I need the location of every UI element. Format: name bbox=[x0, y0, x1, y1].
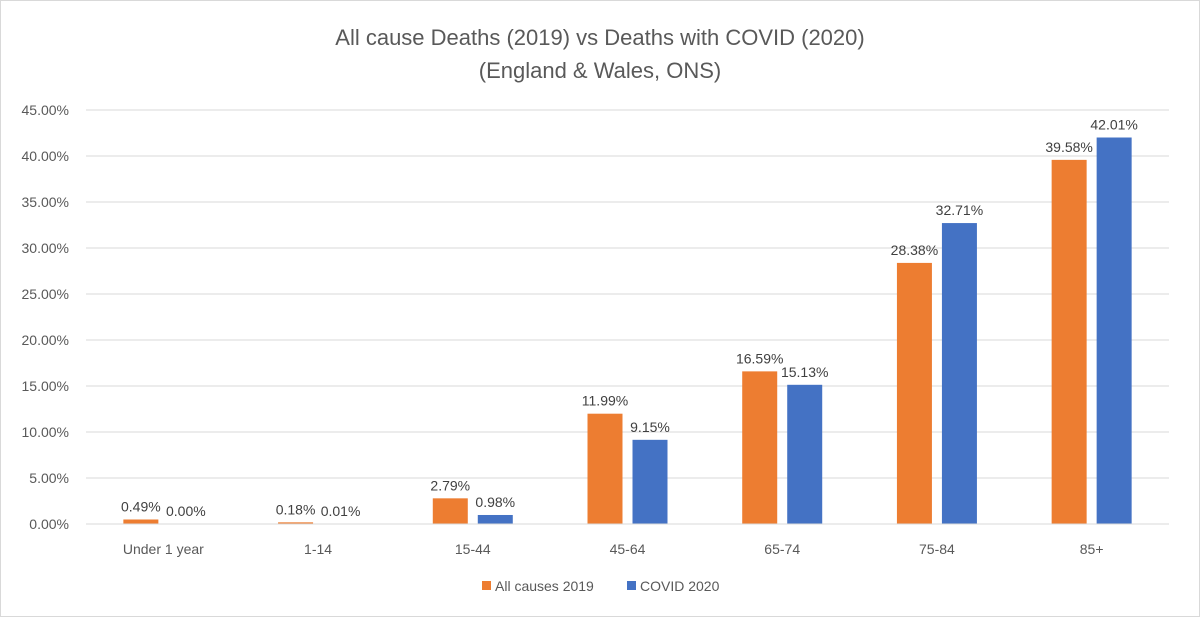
legend-swatch bbox=[627, 581, 636, 590]
data-label: 0.18% bbox=[276, 501, 316, 517]
y-tick-label: 15.00% bbox=[22, 378, 69, 394]
data-label: 32.71% bbox=[936, 202, 983, 218]
x-tick-label: 45-64 bbox=[610, 541, 646, 557]
y-tick-label: 0.00% bbox=[29, 516, 69, 532]
y-tick-label: 30.00% bbox=[22, 240, 69, 256]
bar-covid-2020 bbox=[1096, 137, 1132, 524]
y-tick-label: 45.00% bbox=[22, 102, 69, 118]
bar-all-causes-2019 bbox=[587, 413, 623, 524]
bar-all-causes-2019 bbox=[1051, 159, 1087, 524]
x-tick-label: 65-74 bbox=[764, 541, 800, 557]
legend-label: COVID 2020 bbox=[640, 578, 720, 594]
data-label: 28.38% bbox=[891, 242, 938, 258]
data-labels: 0.49% 0.00% 0.18% 0.01% 2.79% 0.98% 11.99%9.15… bbox=[121, 117, 1138, 519]
gridlines bbox=[86, 109, 1169, 479]
chart-subtitle: (England & Wales, ONS) bbox=[479, 58, 722, 83]
chart-title: All cause Deaths (2019) vs Deaths with C… bbox=[335, 25, 864, 50]
x-axis-tick-labels: Under 1 year 1-14 15-44 45-64 65-74 75-84 85+ bbox=[123, 541, 1104, 557]
y-tick-label: 10.00% bbox=[22, 424, 69, 440]
bar-all-causes-2019 bbox=[742, 371, 778, 524]
bar-all-causes-2019 bbox=[123, 519, 159, 524]
bar-covid-2020 bbox=[941, 223, 977, 524]
data-label: 39.58% bbox=[1045, 139, 1092, 155]
bar-all-causes-2019 bbox=[896, 262, 932, 524]
data-label: 0.01% bbox=[321, 503, 361, 519]
bars bbox=[123, 137, 1132, 524]
bar-all-causes-2019 bbox=[432, 498, 468, 524]
bar-all-causes-2019 bbox=[278, 522, 314, 524]
y-axis-tick-labels: 0.00% 5.00% 10.00% 15.00% 20.00% 25.00% 30.00%… bbox=[22, 102, 69, 532]
legend: All causes 2019 COVID 2020 bbox=[482, 578, 720, 594]
data-label: 9.15% bbox=[630, 419, 670, 435]
y-tick-label: 20.00% bbox=[22, 332, 69, 348]
y-tick-label: 35.00% bbox=[22, 194, 69, 210]
bar-covid-2020 bbox=[477, 514, 513, 524]
data-label: 0.49% bbox=[121, 498, 161, 514]
data-label: 2.79% bbox=[430, 477, 470, 493]
data-label: 16.59% bbox=[736, 350, 783, 366]
data-label: 42.01% bbox=[1090, 117, 1137, 133]
data-label: 0.00% bbox=[166, 503, 206, 519]
x-tick-label: Under 1 year bbox=[123, 541, 204, 557]
x-tick-label: 1-14 bbox=[304, 541, 332, 557]
y-tick-label: 25.00% bbox=[22, 286, 69, 302]
bar-covid-2020 bbox=[787, 384, 823, 524]
x-tick-label: 15-44 bbox=[455, 541, 491, 557]
data-label: 15.13% bbox=[781, 364, 828, 380]
legend-label: All causes 2019 bbox=[495, 578, 594, 594]
bar-covid-2020 bbox=[632, 439, 668, 524]
x-tick-label: 85+ bbox=[1080, 541, 1104, 557]
y-tick-label: 5.00% bbox=[29, 470, 69, 486]
x-tick-label: 75-84 bbox=[919, 541, 955, 557]
data-label: 0.98% bbox=[475, 494, 515, 510]
data-label: 11.99% bbox=[582, 393, 628, 409]
y-tick-label: 40.00% bbox=[22, 148, 69, 164]
legend-swatch bbox=[482, 581, 491, 590]
